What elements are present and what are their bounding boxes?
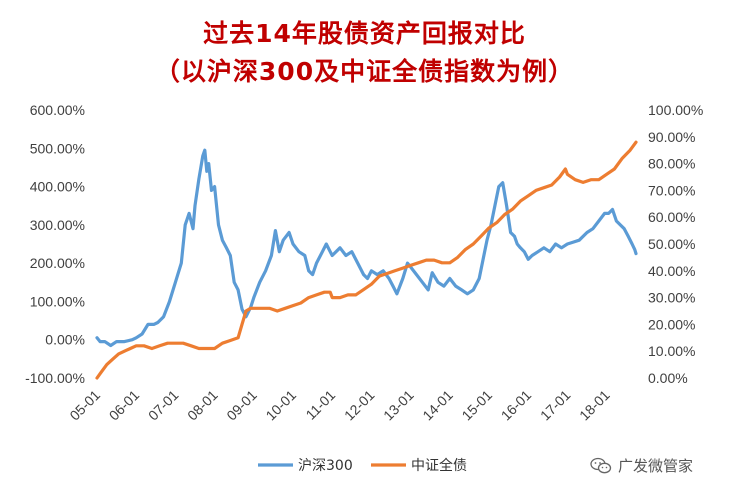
x-tick-label: 14-01 xyxy=(419,387,456,424)
x-tick-label: 08-01 xyxy=(184,387,221,424)
x-tick-label: 11-01 xyxy=(302,387,338,423)
series-line-right xyxy=(95,140,638,380)
right-tick-label: 40.00% xyxy=(648,263,695,279)
x-axis-ticks: 05-01 06-01 07-01 08-01 09-01 10-01 11-01 12-01… xyxy=(66,387,612,424)
right-tick-label: 30.00% xyxy=(648,290,695,306)
right-tick-label: 50.00% xyxy=(648,236,695,252)
x-tick-label: 05-01 xyxy=(66,387,103,424)
chart-subtitle: （以沪深300及中证全债指数为例） xyxy=(154,57,575,86)
right-tick-label: 10.00% xyxy=(648,343,695,359)
right-tick-label: 90.00% xyxy=(648,129,695,145)
watermark: 广发微管家 xyxy=(590,455,693,476)
right-axis-ticks: 100.00% 90.00% 80.00% 70.00% 60.00% 50.00% 40.… xyxy=(648,102,703,386)
legend-label: 沪深300 xyxy=(298,458,353,474)
x-tick-label: 10-01 xyxy=(262,387,299,424)
right-tick-label: 0.00% xyxy=(648,370,688,386)
x-tick-label: 09-01 xyxy=(223,387,260,424)
right-tick-label: 70.00% xyxy=(648,182,695,198)
wechat-icon xyxy=(590,457,612,473)
left-axis-ticks: 600.00% 500.00% 400.00% 300.00% 200.00% 100.0… xyxy=(25,102,85,386)
legend: 沪深300 中证全债 xyxy=(258,457,467,474)
x-tick-label: 16-01 xyxy=(498,387,535,424)
x-tick-label: 07-01 xyxy=(145,387,182,424)
x-tick-label: 15-01 xyxy=(458,387,495,424)
left-tick-label: 200.00% xyxy=(30,255,85,271)
left-tick-label: 100.00% xyxy=(30,293,85,309)
x-tick-label: 17-01 xyxy=(537,387,574,424)
series-layer xyxy=(95,140,638,380)
left-tick-label: -100.00% xyxy=(25,370,85,386)
right-tick-label: 100.00% xyxy=(648,102,703,118)
series-line-left xyxy=(95,148,638,348)
legend-label: 中证全债 xyxy=(411,457,467,474)
x-tick-label: 13-01 xyxy=(380,387,417,424)
left-tick-label: 300.00% xyxy=(30,217,85,233)
left-tick-label: 400.00% xyxy=(30,179,85,195)
x-tick-label: 12-01 xyxy=(341,387,378,424)
right-tick-label: 60.00% xyxy=(648,209,695,225)
x-tick-label: 06-01 xyxy=(106,387,143,424)
left-tick-label: 500.00% xyxy=(30,140,85,156)
left-tick-label: 0.00% xyxy=(45,332,85,348)
x-tick-label: 18-01 xyxy=(576,387,613,424)
watermark-text: 广发微管家 xyxy=(618,457,694,475)
left-tick-label: 600.00% xyxy=(30,102,85,118)
chart-title: 过去14年股债资产回报对比 xyxy=(203,19,526,48)
right-tick-label: 20.00% xyxy=(648,316,695,332)
right-tick-label: 80.00% xyxy=(648,156,695,172)
